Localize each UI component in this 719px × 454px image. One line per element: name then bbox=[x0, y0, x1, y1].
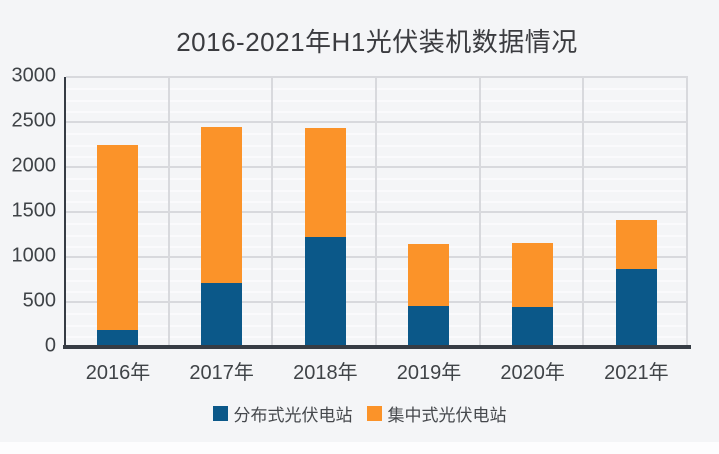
legend: 分布式光伏电站 集中式光伏电站 bbox=[0, 401, 719, 425]
legend-label-distributed: 分布式光伏电站 bbox=[233, 405, 353, 425]
gridline-minor bbox=[66, 234, 688, 237]
bar-segment-centralized-2020年[interactable] bbox=[512, 243, 553, 308]
gridline-major bbox=[66, 166, 688, 168]
bar-segment-distributed-2016年[interactable] bbox=[97, 329, 139, 347]
gridline-minor bbox=[66, 99, 688, 102]
gridline-major bbox=[66, 76, 688, 78]
gridline-minor bbox=[66, 110, 688, 113]
gridline-minor bbox=[66, 335, 688, 338]
legend-swatch-centralized-icon bbox=[366, 405, 382, 421]
x-tick-label: 2016年 bbox=[85, 362, 151, 384]
x-tick-label: 2017年 bbox=[189, 362, 254, 384]
gridline-major bbox=[66, 256, 688, 258]
gridline-minor bbox=[66, 200, 688, 203]
gridline-minor bbox=[66, 290, 688, 293]
bar-segment-distributed-2018年[interactable] bbox=[304, 236, 346, 347]
legend-label-centralized: 集中式光伏电站 bbox=[387, 405, 507, 425]
gridline-minor bbox=[66, 178, 688, 181]
gridline-minor bbox=[66, 279, 688, 282]
y-tick-label: 2000 bbox=[11, 154, 57, 177]
x-axis-line bbox=[63, 345, 691, 349]
bar-segment-distributed-2020年[interactable] bbox=[512, 307, 553, 347]
gridline-minor bbox=[66, 245, 688, 248]
gridline-major bbox=[66, 121, 688, 123]
gridline-vertical bbox=[167, 77, 170, 347]
x-tick-label: 2018年 bbox=[293, 362, 358, 384]
y-tick-label: 1000 bbox=[11, 244, 57, 267]
gridline-vertical bbox=[478, 77, 481, 347]
bar-segment-distributed-2017年[interactable] bbox=[201, 283, 242, 347]
y-tick-label: 3000 bbox=[11, 64, 57, 87]
x-tick-label: 2019年 bbox=[396, 362, 462, 384]
gridline-vertical bbox=[686, 77, 688, 347]
gridline-major bbox=[66, 301, 688, 303]
bar-segment-centralized-2019年[interactable] bbox=[408, 244, 450, 306]
bar-segment-distributed-2021年[interactable] bbox=[615, 268, 657, 347]
gridline-vertical bbox=[271, 77, 274, 347]
gridline-minor bbox=[66, 313, 688, 316]
gridline-minor bbox=[66, 144, 688, 147]
gridline-vertical bbox=[375, 77, 377, 347]
y-tick-label: 0 bbox=[44, 334, 56, 357]
plot-area bbox=[63, 76, 691, 349]
gridline-minor bbox=[66, 268, 688, 271]
bar-segment-distributed-2019年[interactable] bbox=[408, 305, 450, 347]
gridline-minor bbox=[66, 155, 688, 158]
y-tick-label: 1500 bbox=[11, 199, 57, 222]
gridline-minor bbox=[66, 324, 688, 327]
legend-swatch-distributed-icon bbox=[212, 405, 228, 421]
bottom-strip bbox=[0, 442, 719, 454]
gridline-minor bbox=[66, 223, 688, 226]
x-tick-label: 2020年 bbox=[500, 362, 565, 384]
y-tick-label: 500 bbox=[22, 289, 56, 312]
y-axis-line bbox=[64, 77, 66, 347]
legend-item-distributed[interactable]: 分布式光伏电站 bbox=[212, 401, 353, 426]
y-tick-label: 2500 bbox=[11, 109, 57, 132]
gridline-minor bbox=[66, 189, 688, 192]
bar-segment-centralized-2021年[interactable] bbox=[615, 220, 657, 269]
gridline-vertical bbox=[582, 77, 585, 347]
x-tick-label: 2021年 bbox=[604, 362, 669, 384]
legend-item-centralized[interactable]: 集中式光伏电站 bbox=[366, 401, 507, 426]
gridline-minor bbox=[66, 133, 688, 136]
bar-segment-centralized-2018年[interactable] bbox=[304, 128, 346, 237]
bar-segment-centralized-2016年[interactable] bbox=[97, 144, 139, 330]
chart-title: 2016-2021年H1光伏装机数据情况 bbox=[176, 27, 578, 57]
gridline-major bbox=[66, 211, 688, 213]
gridline-minor bbox=[66, 88, 688, 91]
bar-segment-centralized-2017年[interactable] bbox=[201, 127, 242, 283]
